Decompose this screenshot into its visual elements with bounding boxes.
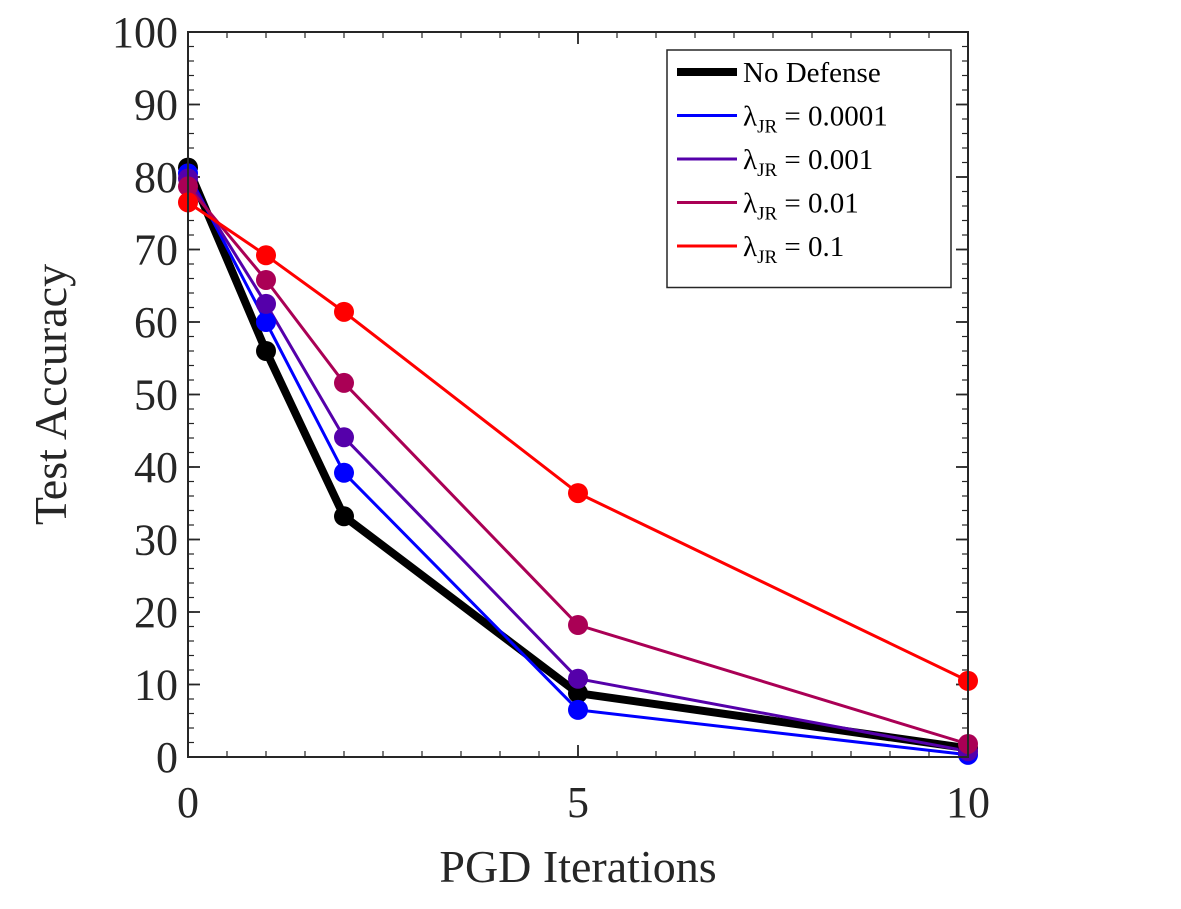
series-point-4 bbox=[334, 301, 354, 322]
y-tick-label: 50 bbox=[134, 371, 178, 420]
x-tick-label: 10 bbox=[946, 778, 990, 827]
y-tick-label: 80 bbox=[134, 153, 178, 202]
x-axis-label: PGD Iterations bbox=[439, 841, 716, 892]
series-point-3 bbox=[256, 269, 276, 290]
y-tick-label: 0 bbox=[156, 733, 178, 782]
series-point-2 bbox=[256, 293, 276, 314]
legend-entry: λJR = 0.1 bbox=[743, 231, 844, 268]
legend-entry: λJR = 0.01 bbox=[743, 188, 859, 225]
y-tick-label: 20 bbox=[134, 588, 178, 637]
y-tick-label: 10 bbox=[134, 661, 178, 710]
y-axis-label: Test Accuracy bbox=[25, 264, 76, 525]
series-point-4 bbox=[256, 245, 276, 266]
series-point-1 bbox=[568, 699, 588, 720]
legend: No Defense λJR = 0.0001 λJR = 0.001 λJR = 0… bbox=[666, 49, 952, 289]
series-point-0 bbox=[256, 341, 276, 361]
x-tick-label: 5 bbox=[567, 778, 589, 827]
y-tick-label: 70 bbox=[134, 226, 178, 275]
y-tick-label: 100 bbox=[112, 8, 178, 57]
y-tick-label: 40 bbox=[134, 443, 178, 492]
y-tick-label: 90 bbox=[134, 81, 178, 130]
series-point-1 bbox=[256, 312, 276, 332]
legend-entry: No Defense bbox=[743, 57, 881, 89]
series-point-4 bbox=[568, 483, 588, 504]
series-point-3 bbox=[334, 372, 354, 393]
x-tick-labels: 0 5 10 bbox=[177, 778, 990, 827]
series-point-2 bbox=[568, 668, 588, 689]
series-layer bbox=[178, 157, 978, 765]
series-point-1 bbox=[334, 462, 354, 483]
legend-entry: λJR = 0.0001 bbox=[743, 101, 888, 138]
y-tick-label: 60 bbox=[134, 298, 178, 347]
series-point-0 bbox=[334, 506, 354, 527]
legend-box bbox=[666, 49, 952, 289]
series-point-0 bbox=[568, 683, 588, 704]
plot-frame bbox=[187, 31, 969, 758]
y-tick-label: 30 bbox=[134, 516, 178, 565]
x-tick-label: 0 bbox=[177, 778, 199, 827]
series-point-2 bbox=[334, 427, 354, 448]
legend-entry: λJR = 0.001 bbox=[743, 144, 873, 181]
y-tick-labels: 0 10 20 30 40 50 60 70 80 90 100 bbox=[112, 8, 178, 782]
series-point-3 bbox=[568, 615, 588, 636]
